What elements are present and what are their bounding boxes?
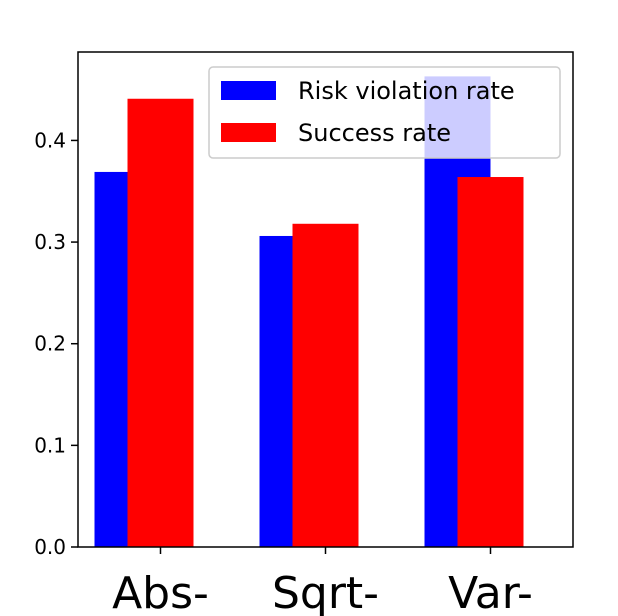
y-tick-label: 0.2	[34, 332, 66, 356]
legend-box	[208, 66, 561, 159]
x-tick-label-sqrt: Sqrt-	[272, 568, 379, 616]
bar-success-rate-sqrt	[292, 223, 359, 547]
legend-swatch-risk-violation-rate	[221, 81, 276, 100]
bars-group	[94, 76, 524, 547]
legend-label-risk-violation-rate: Risk violation rate	[298, 77, 515, 105]
x-tick-label-abs: Abs-	[112, 568, 209, 616]
legend-swatch-success-rate	[221, 123, 276, 142]
y-tick-label: 0.4	[34, 128, 66, 152]
bar-success-rate-var	[457, 177, 524, 547]
bar-success-rate-abs	[127, 98, 194, 547]
y-tick-label: 0.3	[34, 230, 66, 254]
legend: Risk violation rate Success rate	[208, 66, 561, 159]
legend-label-success-rate: Success rate	[298, 119, 451, 147]
y-tick-label: 0.1	[34, 433, 66, 457]
x-tick-label-var: Var-	[448, 568, 533, 616]
y-axis: 0.0 0.1 0.2 0.3 0.4	[34, 128, 78, 559]
x-axis: Abs- Sqrt- Var-	[112, 547, 533, 616]
y-tick-label: 0.0	[34, 535, 66, 559]
